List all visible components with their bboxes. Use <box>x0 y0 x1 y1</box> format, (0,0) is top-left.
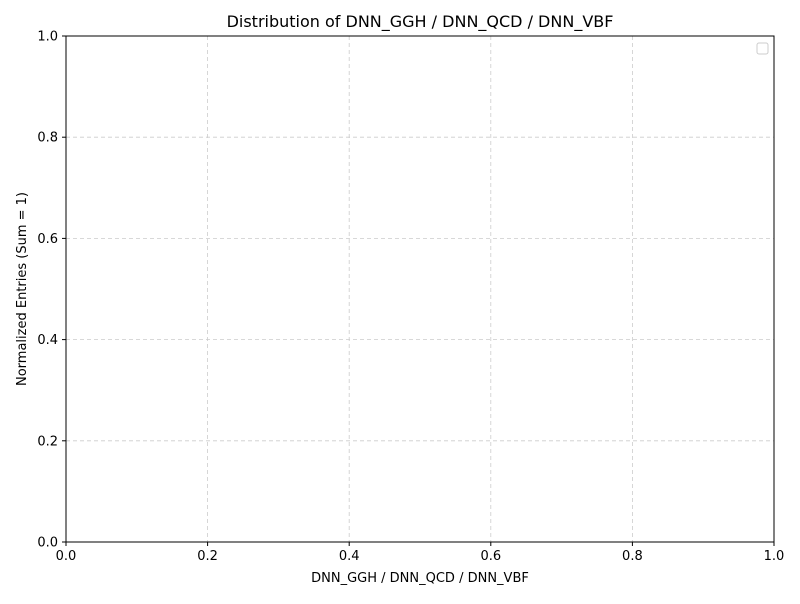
y-tick-label: 0.4 <box>37 333 58 348</box>
y-tick-label: 0.6 <box>37 232 58 247</box>
chart-title: Distribution of DNN_GGH / DNN_QCD / DNN_… <box>227 12 614 32</box>
x-axis-ticks: 0.0 0.2 0.4 0.6 0.8 1.0 <box>56 542 785 564</box>
x-tick-label: 0.0 <box>56 549 77 564</box>
y-axis-ticks: 0.0 0.2 0.4 0.6 0.8 1.0 <box>37 30 66 551</box>
plot-area-frame <box>65 35 775 543</box>
legend-box <box>756 42 769 55</box>
y-tick-label: 0.0 <box>37 536 58 551</box>
y-tick-label: 0.8 <box>37 131 58 146</box>
grid-lines <box>66 36 774 542</box>
x-tick-label: 0.6 <box>480 549 501 564</box>
x-axis-label: DNN_GGH / DNN_QCD / DNN_VBF <box>311 571 529 586</box>
x-tick-label: 1.0 <box>764 549 785 564</box>
x-tick-label: 0.8 <box>622 549 643 564</box>
y-tick-label: 0.2 <box>37 434 58 449</box>
x-tick-label: 0.4 <box>339 549 360 564</box>
x-tick-label: 0.2 <box>197 549 218 564</box>
y-tick-label: 1.0 <box>37 30 58 45</box>
y-axis-label: Normalized Entries (Sum = 1) <box>15 192 30 386</box>
